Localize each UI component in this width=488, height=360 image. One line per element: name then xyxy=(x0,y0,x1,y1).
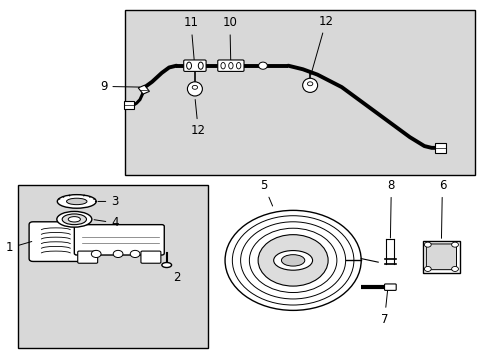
Text: 8: 8 xyxy=(387,179,394,238)
FancyBboxPatch shape xyxy=(217,60,244,71)
Text: 1: 1 xyxy=(6,241,32,255)
Bar xyxy=(19,185,207,348)
Ellipse shape xyxy=(281,255,304,266)
Circle shape xyxy=(424,242,430,247)
Bar xyxy=(125,10,474,175)
Ellipse shape xyxy=(198,62,203,69)
FancyBboxPatch shape xyxy=(183,60,205,71)
Ellipse shape xyxy=(302,78,317,93)
Text: 3: 3 xyxy=(98,195,119,208)
FancyBboxPatch shape xyxy=(426,244,456,270)
Bar xyxy=(138,85,149,94)
Ellipse shape xyxy=(228,63,233,69)
Text: 12: 12 xyxy=(190,99,205,137)
FancyBboxPatch shape xyxy=(384,284,395,291)
Ellipse shape xyxy=(62,214,86,225)
Circle shape xyxy=(451,242,458,247)
Ellipse shape xyxy=(221,63,225,69)
Ellipse shape xyxy=(258,62,267,69)
Bar xyxy=(434,143,445,153)
Ellipse shape xyxy=(187,82,202,96)
Ellipse shape xyxy=(57,211,92,227)
Circle shape xyxy=(130,250,140,257)
Circle shape xyxy=(258,235,327,286)
Text: 10: 10 xyxy=(222,16,237,66)
FancyBboxPatch shape xyxy=(141,251,161,263)
Ellipse shape xyxy=(162,262,171,267)
FancyBboxPatch shape xyxy=(74,225,164,255)
Circle shape xyxy=(451,266,458,271)
Text: 9: 9 xyxy=(100,80,140,93)
Ellipse shape xyxy=(57,195,96,208)
FancyBboxPatch shape xyxy=(422,241,459,273)
Text: 4: 4 xyxy=(94,216,119,229)
Circle shape xyxy=(224,210,361,310)
Text: 7: 7 xyxy=(380,290,387,326)
Ellipse shape xyxy=(186,62,191,69)
Text: 11: 11 xyxy=(183,16,198,66)
Ellipse shape xyxy=(236,63,241,69)
Circle shape xyxy=(424,266,430,271)
FancyBboxPatch shape xyxy=(78,251,98,263)
Text: 2: 2 xyxy=(166,265,180,284)
Text: 6: 6 xyxy=(438,179,445,238)
Ellipse shape xyxy=(68,217,80,222)
Ellipse shape xyxy=(66,198,87,204)
Circle shape xyxy=(91,250,101,257)
Circle shape xyxy=(113,250,122,257)
Text: 12: 12 xyxy=(310,14,333,75)
FancyBboxPatch shape xyxy=(29,222,83,261)
Text: 5: 5 xyxy=(260,179,272,206)
Bar xyxy=(124,100,134,109)
Ellipse shape xyxy=(273,251,312,270)
